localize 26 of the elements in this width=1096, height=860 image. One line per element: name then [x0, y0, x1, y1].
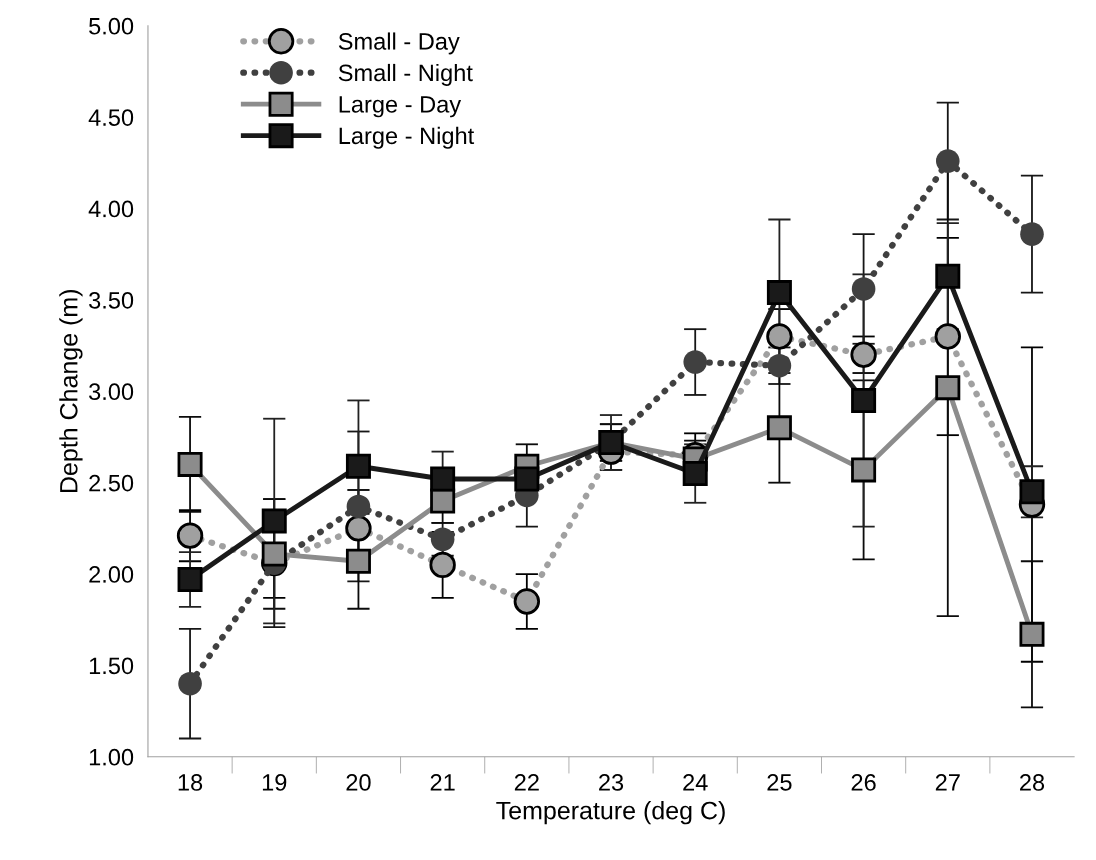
x-tick-label: 22	[514, 774, 539, 791]
legend-label: Large - Day	[339, 96, 462, 118]
x-tick-label: 24	[683, 774, 708, 791]
y-tick-label: 2.00	[89, 566, 134, 583]
x-tick-label: 23	[599, 774, 624, 791]
x-tick-label: 18	[178, 774, 203, 791]
legend-label: Small - Night	[338, 63, 473, 86]
x-axis-title: Temperature (deg C)	[496, 801, 725, 825]
y-tick-label: 1.50	[89, 657, 134, 675]
x-tick-label: 20	[346, 774, 371, 791]
y-tick-label: 5.00	[89, 17, 134, 35]
y-tick-label: 1.00	[89, 748, 134, 766]
x-tick-label: 27	[935, 774, 960, 791]
legend-label: Small - Day	[338, 32, 460, 55]
y-axis-title: Depth Change (m)	[59, 290, 83, 493]
y-tick-label: 3.50	[89, 291, 134, 309]
legend-label: Large - Night	[339, 126, 475, 149]
y-tick-label: 4.00	[88, 200, 134, 218]
x-tick-label: 25	[767, 774, 792, 791]
y-tick-label: 4.50	[88, 109, 134, 126]
x-tick-label: 28	[1020, 774, 1045, 791]
y-tick-label: 2.50	[89, 474, 134, 492]
y-tick-label: 3.00	[89, 383, 134, 401]
x-tick-label: 19	[262, 774, 287, 791]
x-tick-label: 21	[430, 774, 455, 791]
x-tick-label: 26	[851, 774, 876, 791]
